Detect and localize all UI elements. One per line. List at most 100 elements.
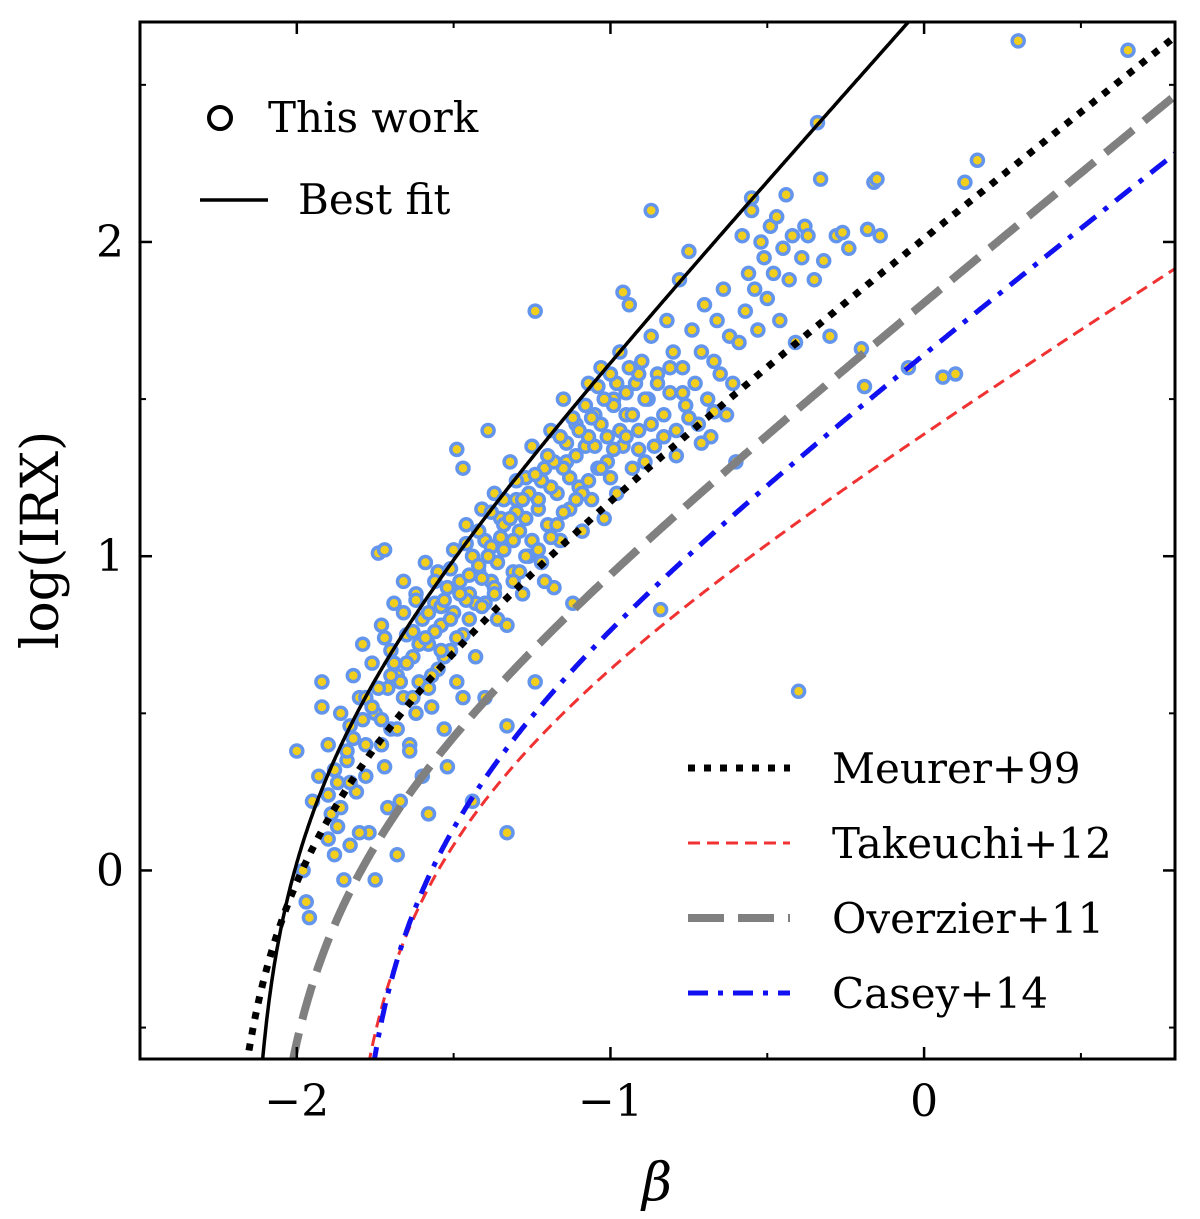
scatter-point bbox=[358, 737, 374, 753]
scatter-point bbox=[859, 221, 876, 238]
scatter-point bbox=[602, 366, 619, 382]
scatter-point bbox=[455, 689, 471, 706]
scatter-point bbox=[354, 711, 371, 728]
scatter-point bbox=[768, 209, 785, 225]
scatter-point bbox=[618, 385, 634, 401]
scatter-point bbox=[442, 611, 459, 627]
scatter-point bbox=[461, 567, 478, 583]
scatter-point bbox=[580, 473, 597, 489]
scatter-point bbox=[571, 422, 587, 439]
scatter-point bbox=[514, 586, 531, 602]
scatter-point bbox=[354, 636, 371, 652]
scatter-point bbox=[674, 385, 691, 401]
scatter-point bbox=[652, 601, 669, 618]
scatter-point bbox=[656, 407, 672, 423]
scatter-point bbox=[746, 281, 763, 297]
scatter-point bbox=[790, 683, 807, 700]
scatter-point bbox=[662, 359, 678, 376]
scatter-point bbox=[389, 846, 405, 863]
scatter-point bbox=[693, 344, 710, 360]
scatter-point bbox=[458, 517, 474, 533]
scatter-point bbox=[624, 460, 641, 476]
scatter-point bbox=[401, 743, 418, 759]
scatter-point bbox=[505, 532, 521, 549]
scatter-point bbox=[800, 227, 816, 244]
legend-marker-this-work bbox=[207, 105, 233, 131]
scatter-point bbox=[395, 605, 412, 621]
scatter-point bbox=[326, 846, 343, 863]
scatter-point bbox=[621, 297, 638, 313]
scatter-point bbox=[536, 573, 553, 590]
scatter-point bbox=[775, 240, 791, 257]
scatter-point bbox=[637, 391, 653, 407]
scatter-point bbox=[549, 517, 565, 533]
scatter-point bbox=[718, 407, 735, 423]
scatter-point bbox=[630, 441, 647, 458]
scatter-point bbox=[618, 429, 634, 445]
scatter-point bbox=[383, 667, 399, 684]
scatter-point bbox=[392, 793, 409, 810]
scatter-point bbox=[812, 171, 829, 187]
scatter-point bbox=[750, 322, 766, 338]
scatter-point bbox=[856, 378, 873, 395]
scatter-point bbox=[417, 630, 434, 646]
scatter-point bbox=[502, 454, 518, 470]
scatter-point bbox=[596, 510, 612, 527]
scatter-point bbox=[753, 234, 769, 250]
scatter-point bbox=[499, 718, 515, 734]
scatter-point bbox=[577, 397, 594, 414]
scatter-point bbox=[649, 375, 666, 392]
curve-overzier-11 bbox=[289, 92, 1175, 1059]
scatter-point bbox=[386, 595, 402, 612]
scatter-point bbox=[734, 227, 750, 244]
scatter-point bbox=[398, 655, 415, 671]
scatter-point bbox=[470, 557, 487, 574]
scatter-point bbox=[596, 391, 612, 407]
scatter-point bbox=[345, 730, 362, 747]
scatter-point bbox=[420, 806, 437, 822]
scatter-point bbox=[555, 391, 572, 407]
scatter-point bbox=[869, 171, 885, 187]
scatter-point bbox=[480, 548, 496, 564]
scatter-point bbox=[367, 872, 383, 888]
scatter-point bbox=[543, 529, 559, 546]
scatter-point bbox=[320, 787, 336, 803]
scatter-point bbox=[298, 894, 314, 910]
x-tick-label: −2 bbox=[264, 1076, 329, 1127]
scatter-point bbox=[815, 253, 832, 269]
scatter-point bbox=[527, 674, 543, 690]
scatter-point bbox=[530, 542, 547, 558]
scatter-point bbox=[301, 909, 318, 926]
scatter-point bbox=[806, 271, 823, 288]
legend-label: Takeuchi+12 bbox=[832, 819, 1112, 868]
scatter-point bbox=[605, 441, 622, 458]
scatter-point bbox=[499, 824, 515, 841]
scatter-point bbox=[684, 322, 700, 338]
scatter-point bbox=[320, 737, 336, 753]
scatter-point bbox=[461, 611, 478, 627]
scatter-point bbox=[681, 243, 697, 260]
scatter-point bbox=[436, 721, 452, 737]
scatter-point bbox=[524, 438, 540, 454]
scatter-point bbox=[376, 542, 393, 558]
scatter-point bbox=[615, 284, 631, 300]
scatter-point bbox=[634, 353, 650, 370]
scatter-point bbox=[455, 460, 471, 476]
model-curves bbox=[244, 22, 1175, 1059]
scatter-point bbox=[380, 799, 396, 816]
scatter-point bbox=[408, 705, 424, 722]
scatter-point bbox=[621, 359, 638, 376]
scatter-point bbox=[358, 768, 374, 784]
scatter-point bbox=[656, 429, 672, 445]
scatter-point bbox=[433, 642, 449, 659]
scatter-point bbox=[624, 407, 641, 423]
curve-best-fit bbox=[260, 22, 911, 1059]
axis-ticks: −2 −1 0 0 1 2 bbox=[96, 22, 1175, 1127]
scatter-point bbox=[452, 586, 468, 602]
legend-label: Casey+14 bbox=[832, 969, 1048, 1018]
scatter-point bbox=[314, 674, 330, 690]
scatter-point bbox=[420, 680, 437, 696]
scatter-point bbox=[674, 359, 691, 376]
scatter-point bbox=[449, 441, 465, 458]
scatter-point bbox=[643, 202, 659, 219]
